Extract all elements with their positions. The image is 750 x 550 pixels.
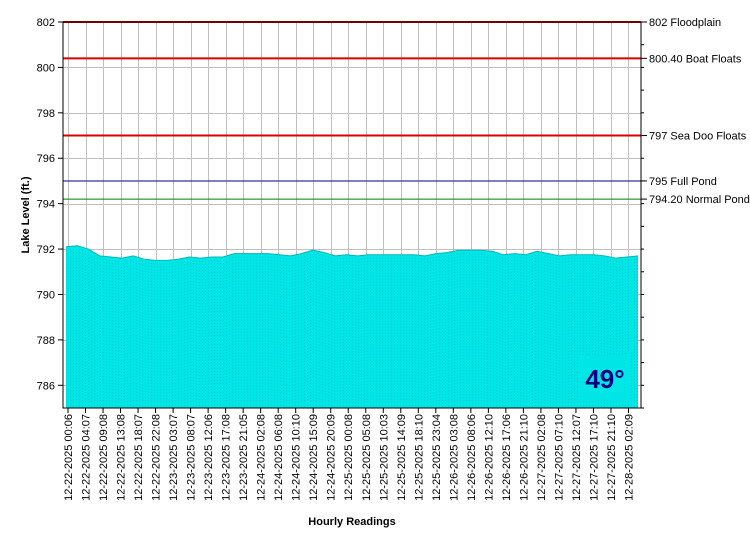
x-tick-label: 12-23-2025 21:05	[238, 414, 250, 501]
reference-lines: 802 Floodplain 800.40 Boat Floats 797 Sea …	[63, 17, 750, 206]
x-tick-label: 12-24-2025 06:08	[273, 414, 285, 501]
temperature-badge-bg	[579, 356, 631, 400]
x-tick-label: 12-26-2025 21:10	[518, 414, 530, 501]
x-tick-label: 12-23-2025 12:06	[203, 414, 215, 501]
y-tick-label: 788	[37, 335, 55, 347]
x-tick-label: 12-24-2025 02:08	[256, 414, 268, 501]
temperature-value: 49°	[585, 364, 624, 394]
x-tick-label: 12-26-2025 03:08	[448, 414, 460, 501]
x-tick-label: 12-24-2025 20:09	[326, 414, 338, 501]
y-tick-label: 802	[37, 17, 55, 29]
reference-label: 802 Floodplain	[649, 17, 721, 29]
y-tick-label: 800	[37, 62, 55, 74]
y-tick-label: 794	[37, 199, 55, 211]
y-tick-label: 796	[37, 153, 55, 165]
series-area	[66, 245, 638, 408]
x-tick-label: 12-27-2025 21:10	[606, 414, 618, 501]
x-tick-label: 12-27-2025 07:10	[553, 414, 565, 501]
y-tick-label: 786	[37, 380, 55, 392]
x-tick-label: 12-25-2025 10:03	[378, 414, 390, 501]
x-tick-label: 12-27-2025 12:07	[571, 414, 583, 501]
x-tick-label: 12-23-2025 17:08	[221, 414, 233, 501]
x-tick-label: 12-25-2025 14:09	[396, 414, 408, 501]
x-tick-label: 12-22-2025 22:08	[151, 414, 163, 501]
reference-label: 795 Full Pond	[649, 176, 717, 188]
x-tick-label: 12-26-2025 12:10	[483, 414, 495, 501]
x-tick-label: 12-23-2025 03:07	[168, 414, 180, 501]
y-axis-title: Lake Level (ft.)	[20, 176, 32, 253]
reference-label: 797 Sea Doo Floats	[649, 131, 747, 143]
x-tick-label: 12-22-2025 13:08	[116, 414, 128, 501]
x-tick-label: 12-22-2025 00:06	[63, 414, 75, 501]
plot-frame	[62, 21, 642, 409]
x-tick-label: 12-22-2025 04:07	[81, 414, 93, 501]
series-outline	[65, 245, 639, 261]
x-tick-label: 12-28-2025 02:09	[624, 414, 636, 501]
temperature-badge: 49°	[579, 356, 631, 400]
x-tick-label: 12-23-2025 08:07	[186, 414, 198, 501]
x-tick-label: 12-25-2025 23:04	[431, 414, 443, 501]
x-tick-label: 12-26-2025 17:06	[501, 414, 513, 501]
series-layer	[65, 245, 639, 408]
x-tick-label: 12-24-2025 10:10	[291, 414, 303, 501]
x-tick-label: 12-22-2025 18:07	[133, 414, 145, 501]
y-tick-label: 798	[37, 108, 55, 120]
x-axis-title: Hourly Readings	[308, 516, 395, 528]
y-axis: 786 788 790 792 794 796 798 800 802	[37, 17, 644, 409]
x-tick-label: 12-25-2025 18:10	[413, 414, 425, 501]
x-tick-label: 12-25-2025 00:08	[343, 414, 355, 501]
y-tick-label: 792	[37, 244, 55, 256]
reference-label: 794.20 Normal Pond	[649, 194, 750, 206]
x-tick-label: 12-25-2025 05:08	[361, 414, 373, 501]
x-tick-label: 12-22-2025 09:08	[98, 414, 110, 501]
x-tick-label: 12-27-2025 17:10	[589, 414, 601, 501]
x-tick-label: 12-27-2025 02:08	[536, 414, 548, 501]
x-tick-label: 12-26-2025 08:06	[466, 414, 478, 501]
x-tick-label: 12-24-2025 15:09	[308, 414, 320, 501]
reference-label: 800.40 Boat Floats	[649, 53, 742, 65]
x-axis: 12-22-2025 00:06 12-22-2025 04:07 12-22-20…	[63, 408, 636, 501]
y-tick-label: 790	[37, 289, 55, 301]
